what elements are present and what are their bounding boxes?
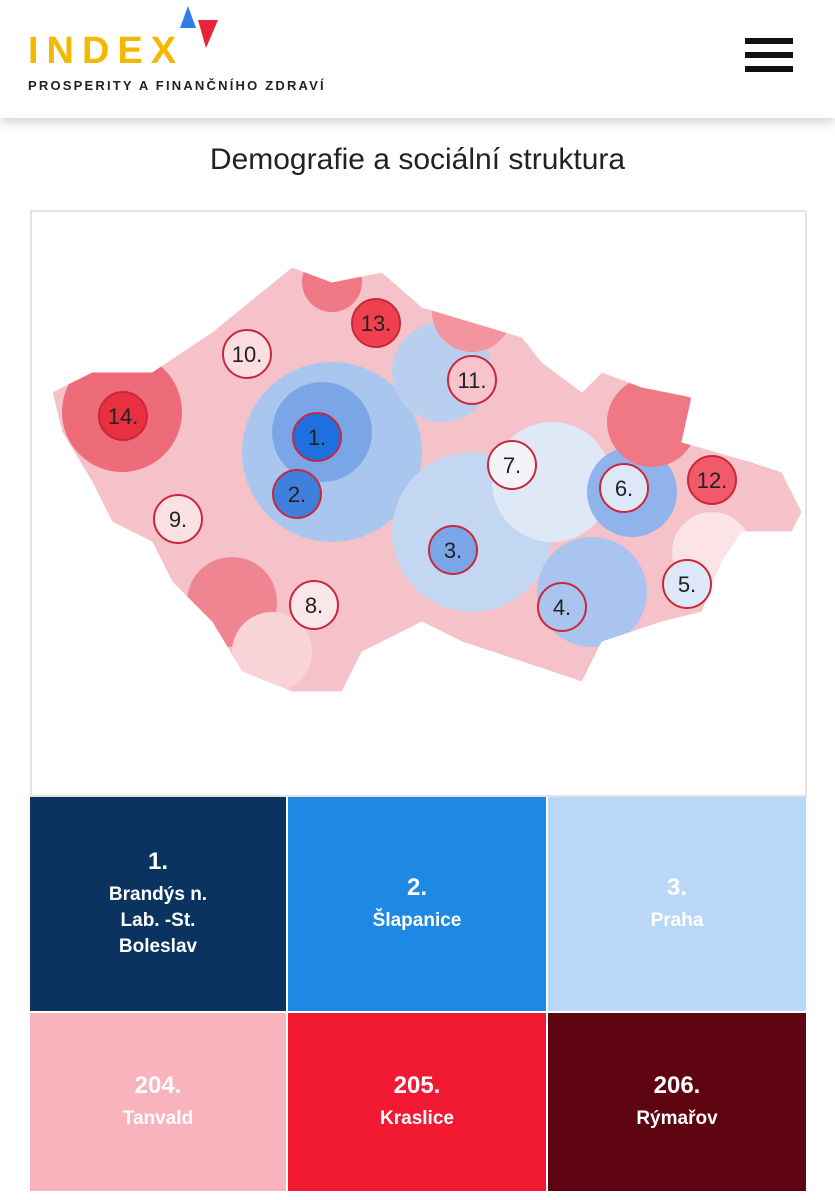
map-marker[interactable]: [351, 298, 401, 348]
marker-label: 8.: [305, 593, 323, 618]
tile-rank: 205.: [393, 1072, 441, 1099]
ranking-tile[interactable]: 1. Brandýs n. Lab. -St. Boleslav: [30, 797, 286, 1011]
marker-label: 13.: [361, 311, 392, 336]
marker-label: 6.: [615, 476, 633, 501]
marker-label: 12.: [697, 468, 728, 493]
menu-button[interactable]: [745, 38, 793, 80]
map-marker[interactable]: [292, 412, 342, 462]
tile-rank: 206.: [653, 1072, 701, 1099]
map-marker[interactable]: [98, 391, 148, 441]
map-marker[interactable]: [599, 463, 649, 513]
map-marker[interactable]: [662, 559, 712, 609]
map-marker[interactable]: [687, 455, 737, 505]
ranking-tile[interactable]: 204. Tanvald: [30, 1013, 286, 1191]
section-title: Demografie a sociální struktura: [209, 143, 626, 176]
marker-label: 11.: [458, 368, 487, 393]
tile-name: Rýmařov: [636, 1108, 718, 1129]
marker-label: 7.: [503, 453, 521, 478]
header: INDEX PROSPERITY A FINANČNÍHO ZDRAVÍ: [0, 0, 835, 118]
marker-label: 10.: [232, 342, 263, 367]
marker-label: 14.: [108, 404, 139, 429]
ranking-tile[interactable]: 2. Šlapanice: [288, 797, 546, 1011]
map-marker[interactable]: [222, 329, 272, 379]
marker-label: 1.: [308, 425, 326, 450]
ranking-tiles: 1. Brandýs n. Lab. -St. Boleslav 2. Šlapani…: [30, 797, 806, 1191]
map-marker[interactable]: [537, 582, 587, 632]
tile-name: Tanvald: [122, 1108, 194, 1129]
marker-label: 3.: [444, 538, 462, 563]
map-marker[interactable]: [487, 440, 537, 490]
tile-name: Šlapanice: [372, 910, 462, 931]
map-marker[interactable]: [447, 355, 497, 405]
map-marker[interactable]: [153, 494, 203, 544]
map-marker[interactable]: [272, 469, 322, 519]
ranking-tile[interactable]: 3. Praha: [548, 797, 806, 1011]
tile-rank: 3.: [666, 874, 687, 901]
logo-icon: [180, 6, 218, 48]
tile-name: Brandýs n. Lab. -St. Boleslav: [108, 884, 208, 957]
logo[interactable]: INDEX: [28, 30, 185, 72]
map: 1. 2. 3. 4. 5. 6. 7. 8. 9. 10. 11. 12. 13. 14.: [30, 210, 807, 797]
marker-label: 2.: [288, 482, 306, 507]
map-marker[interactable]: [289, 580, 339, 630]
tile-name: Praha: [650, 910, 704, 931]
ranking-tile[interactable]: 206. Rýmařov: [548, 1013, 806, 1191]
tile-rank: 2.: [406, 874, 427, 901]
tagline: PROSPERITY A FINANČNÍHO ZDRAVÍ: [28, 78, 326, 93]
tile-rank: 204.: [134, 1072, 182, 1099]
marker-label: 9.: [169, 507, 187, 532]
tile-rank: 1.: [147, 848, 168, 875]
marker-label: 5.: [678, 572, 696, 597]
ranking-tile[interactable]: 205. Kraslice: [288, 1013, 546, 1191]
map-marker[interactable]: [428, 525, 478, 575]
marker-label: 4.: [553, 595, 571, 620]
tile-name: Kraslice: [380, 1108, 454, 1129]
